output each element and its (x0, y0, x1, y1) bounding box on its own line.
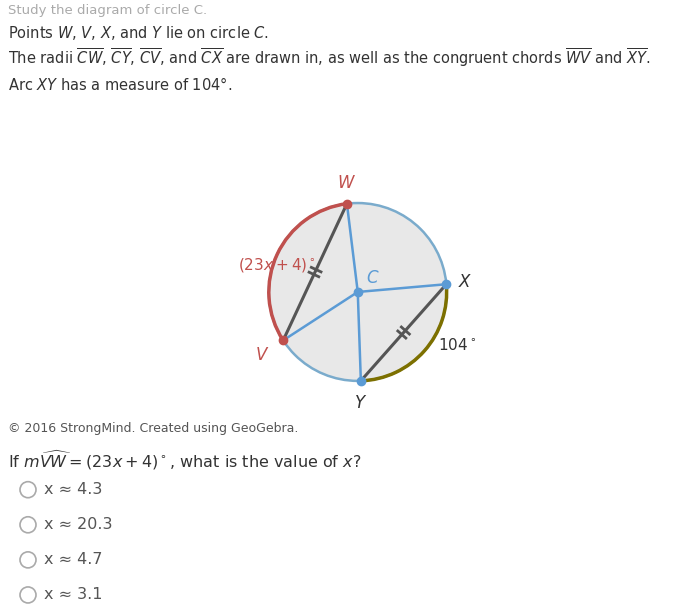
Text: x ≈ 4.7: x ≈ 4.7 (44, 553, 103, 567)
Text: Arc $XY$ has a measure of $104°$.: Arc $XY$ has a measure of $104°$. (8, 76, 232, 93)
Text: The radii $\overline{CW}$, $\overline{CY}$, $\overline{CV}$, and $\overline{CX}$: The radii $\overline{CW}$, $\overline{CY… (8, 46, 651, 69)
Text: $X$: $X$ (458, 273, 472, 292)
Text: © 2016 StrongMind. Created using GeoGebra.: © 2016 StrongMind. Created using GeoGebr… (8, 422, 298, 435)
Text: $104^\circ$: $104^\circ$ (438, 337, 476, 353)
Text: $(23x + 4)^\circ$: $(23x + 4)^\circ$ (238, 256, 316, 274)
Text: x ≈ 3.1: x ≈ 3.1 (44, 588, 103, 602)
Text: Points $W$, $V$, $X$, and $Y$ lie on circle $C$.: Points $W$, $V$, $X$, and $Y$ lie on cir… (8, 24, 269, 42)
Text: x ≈ 4.3: x ≈ 4.3 (44, 482, 103, 497)
Text: $C$: $C$ (366, 269, 379, 287)
Text: If $m\widehat{VW} = (23x + 4)^\circ$, what is the value of $x$?: If $m\widehat{VW} = (23x + 4)^\circ$, wh… (8, 449, 361, 472)
Text: x ≈ 20.3: x ≈ 20.3 (44, 517, 113, 532)
Text: $V$: $V$ (256, 346, 270, 363)
Circle shape (269, 203, 447, 381)
Text: Study the diagram of circle C.: Study the diagram of circle C. (8, 4, 207, 17)
Text: $W$: $W$ (338, 174, 356, 192)
Text: $Y$: $Y$ (354, 394, 367, 412)
